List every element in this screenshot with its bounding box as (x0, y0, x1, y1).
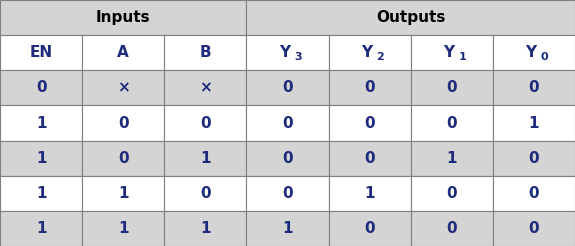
Text: Y: Y (526, 45, 536, 60)
Text: 0: 0 (528, 186, 539, 201)
Text: B: B (200, 45, 211, 60)
Text: 1: 1 (118, 186, 128, 201)
Bar (493, 140, 575, 176)
Bar (247, 0, 575, 35)
Text: 0: 0 (282, 151, 293, 166)
Text: Y: Y (361, 45, 373, 60)
Text: 1: 1 (200, 151, 210, 166)
Text: 0: 0 (528, 221, 539, 236)
Bar (328, 211, 411, 246)
Bar (411, 211, 493, 246)
Text: 0: 0 (282, 186, 293, 201)
Bar (247, 140, 328, 176)
Bar (328, 140, 411, 176)
Text: 0: 0 (540, 52, 548, 62)
Text: Y: Y (443, 45, 454, 60)
Text: 1: 1 (36, 151, 47, 166)
Bar (328, 176, 411, 211)
Text: 1: 1 (118, 221, 128, 236)
Text: 0: 0 (200, 186, 210, 201)
Text: 0: 0 (528, 80, 539, 95)
Text: 0: 0 (36, 80, 47, 95)
Bar (0, 176, 82, 211)
Text: 0: 0 (365, 221, 375, 236)
Text: 0: 0 (365, 116, 375, 130)
Bar (82, 140, 164, 176)
Bar (411, 140, 493, 176)
Text: A: A (117, 45, 129, 60)
Text: 1: 1 (365, 186, 375, 201)
Bar (247, 35, 328, 70)
Text: 0: 0 (118, 116, 129, 130)
Text: Outputs: Outputs (376, 10, 446, 25)
Text: 1: 1 (36, 116, 47, 130)
Text: 1: 1 (282, 221, 293, 236)
Bar (82, 70, 164, 106)
Text: Inputs: Inputs (96, 10, 151, 25)
Bar (82, 176, 164, 211)
Text: 3: 3 (294, 52, 302, 62)
Bar (247, 70, 328, 106)
Bar (82, 106, 164, 140)
Text: 0: 0 (528, 151, 539, 166)
Bar (164, 140, 247, 176)
Text: 0: 0 (446, 80, 457, 95)
Text: 0: 0 (200, 116, 210, 130)
Text: 1: 1 (36, 221, 47, 236)
Bar (82, 35, 164, 70)
Bar (328, 106, 411, 140)
Bar (0, 0, 247, 35)
Bar (411, 106, 493, 140)
Text: EN: EN (29, 45, 53, 60)
Text: ×: × (117, 80, 129, 95)
Bar (493, 106, 575, 140)
Text: 0: 0 (365, 80, 375, 95)
Text: 0: 0 (118, 151, 129, 166)
Bar (164, 211, 247, 246)
Bar (411, 176, 493, 211)
Text: 1: 1 (528, 116, 539, 130)
Bar (0, 35, 82, 70)
Text: ×: × (199, 80, 212, 95)
Bar (493, 70, 575, 106)
Bar (247, 176, 328, 211)
Text: 0: 0 (282, 116, 293, 130)
Text: 2: 2 (376, 52, 384, 62)
Bar (164, 106, 247, 140)
Bar (82, 211, 164, 246)
Bar (247, 211, 328, 246)
Bar (328, 35, 411, 70)
Bar (328, 70, 411, 106)
Text: 0: 0 (365, 151, 375, 166)
Bar (493, 211, 575, 246)
Bar (411, 70, 493, 106)
Text: 1: 1 (458, 52, 466, 62)
Bar (164, 176, 247, 211)
Bar (164, 35, 247, 70)
Bar (493, 176, 575, 211)
Bar (0, 211, 82, 246)
Bar (493, 35, 575, 70)
Bar (247, 106, 328, 140)
Text: 1: 1 (447, 151, 457, 166)
Text: 0: 0 (446, 116, 457, 130)
Text: Y: Y (279, 45, 290, 60)
Bar (411, 35, 493, 70)
Bar (0, 140, 82, 176)
Bar (0, 106, 82, 140)
Bar (164, 70, 247, 106)
Text: 0: 0 (446, 186, 457, 201)
Text: 0: 0 (282, 80, 293, 95)
Text: 1: 1 (36, 186, 47, 201)
Text: 0: 0 (446, 221, 457, 236)
Text: 1: 1 (200, 221, 210, 236)
Bar (0, 70, 82, 106)
